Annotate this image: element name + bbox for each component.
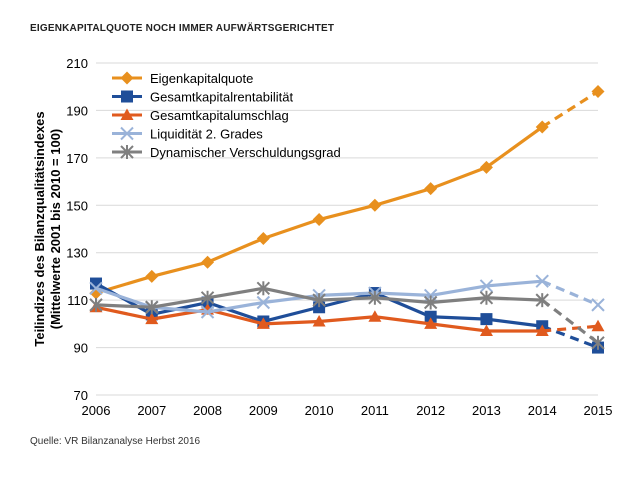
- point-3-2014: [535, 274, 549, 288]
- y-tick-150: 150: [66, 198, 88, 213]
- legend-marker-3: [120, 126, 134, 141]
- point-2-2013: [479, 324, 493, 336]
- point-4-2010: [312, 293, 326, 308]
- x-tick-labels: 2006 2007 2008 2009 2010 2011 2012 2013 2014 2015: [82, 403, 613, 418]
- legend-label-2: Gesamtkapitalumschlag: [150, 108, 289, 123]
- point-4-2011: [368, 290, 382, 305]
- x-tick-2009: 2009: [249, 403, 278, 418]
- y-axis-label-line-2: (Mittelwerte 2001 bis 2010 = 100): [48, 129, 63, 330]
- legend-marker-0: [120, 71, 134, 85]
- point-4-2013: [479, 290, 494, 305]
- legend-label-1: Gesamtkapitalrentabilität: [150, 90, 293, 105]
- x-tick-2011: 2011: [361, 403, 389, 418]
- point-0-2014: [535, 120, 549, 134]
- series-forecast-4: [541, 298, 599, 345]
- y-tick-labels: 70 90 110 130 150 170 190 210: [66, 56, 88, 403]
- legend-label-3: Liquidität 2. Grades: [150, 127, 263, 142]
- point-2-2012: [424, 317, 438, 329]
- point-4-2014: [535, 293, 549, 308]
- point-0-2013: [479, 160, 493, 174]
- point-2-2010: [312, 314, 326, 327]
- x-tick-2006: 2006: [82, 403, 111, 418]
- point-3-2013: [479, 279, 494, 293]
- y-tick-130: 130: [66, 246, 88, 261]
- x-tick-2010: 2010: [305, 403, 334, 418]
- chart-title: EIGENKAPITALQUOTE NOCH IMMER AUFWÄRTSGER…: [30, 23, 335, 34]
- x-tick-2007: 2007: [137, 403, 166, 418]
- legend-marker-4: [120, 145, 134, 159]
- point-4-2009: [256, 281, 271, 296]
- point-0-2015: [591, 84, 605, 98]
- point-0-2010: [312, 213, 326, 227]
- point-1-2012: [424, 310, 437, 323]
- series-0: [89, 84, 605, 300]
- y-tick-170: 170: [66, 151, 88, 166]
- legend-item-2: Gesamtkapitalumschlag: [112, 108, 289, 123]
- point-0-2007: [145, 269, 159, 283]
- point-2-2014: [535, 324, 549, 336]
- legend-marker-2: [120, 108, 134, 120]
- point-4-2006: [89, 297, 103, 312]
- series-4: [89, 281, 605, 350]
- legend-item-1: Gesamtkapitalrentabilität: [112, 90, 293, 105]
- point-3-2006: [89, 281, 103, 295]
- x-tick-2015: 2015: [584, 403, 613, 418]
- x-tick-2014: 2014: [528, 403, 557, 418]
- y-tick-110: 110: [67, 293, 88, 308]
- legend-item-3: Liquidität 2. Grades: [112, 127, 263, 142]
- y-axis-label-line-1: Teilindizes des Bilanzqualitätsindexes: [32, 111, 47, 346]
- x-tick-2013: 2013: [472, 403, 501, 418]
- source-note: Quelle: VR Bilanzanalyse Herbst 2016: [30, 436, 201, 447]
- series-lines: [89, 84, 605, 354]
- y-tick-190: 190: [66, 103, 88, 118]
- legend-marker-1: [121, 90, 133, 103]
- x-tick-2012: 2012: [416, 403, 445, 418]
- point-3-2015: [591, 298, 605, 312]
- legend-label-4: Dynamischer Verschuldungsgrad: [150, 145, 341, 160]
- point-4-2007: [145, 300, 159, 315]
- point-4-2015: [591, 335, 605, 350]
- legend-label-0: Eigenkapitalquote: [150, 71, 253, 86]
- series-forecast-2: [542, 324, 599, 333]
- series-forecast-0: [541, 90, 599, 129]
- point-0-2008: [201, 255, 215, 269]
- y-tick-90: 90: [74, 341, 88, 356]
- point-3-2009: [256, 295, 271, 310]
- point-0-2012: [424, 182, 438, 196]
- point-1-2013: [480, 313, 493, 326]
- series-forecast-3: [541, 279, 599, 307]
- point-0-2011: [368, 198, 382, 212]
- x-tick-2008: 2008: [193, 403, 222, 418]
- point-3-2008: [200, 305, 215, 319]
- legend-item-4: Dynamischer Verschuldungsgrad: [112, 145, 341, 160]
- point-4-2008: [200, 290, 215, 305]
- point-2-2007: [145, 312, 159, 325]
- point-0-2009: [256, 231, 270, 245]
- legend-item-0: Eigenkapitalquote: [112, 71, 253, 86]
- point-2-2015: [591, 319, 605, 332]
- y-tick-210: 210: [66, 56, 88, 71]
- point-2-2009: [256, 317, 270, 329]
- series-forecast-1: [541, 324, 599, 350]
- y-tick-70: 70: [74, 388, 88, 403]
- legend: Eigenkapitalquote Gesamtkapitalrentabilit…: [112, 71, 341, 160]
- point-2-2011: [368, 310, 382, 322]
- point-4-2012: [423, 295, 438, 310]
